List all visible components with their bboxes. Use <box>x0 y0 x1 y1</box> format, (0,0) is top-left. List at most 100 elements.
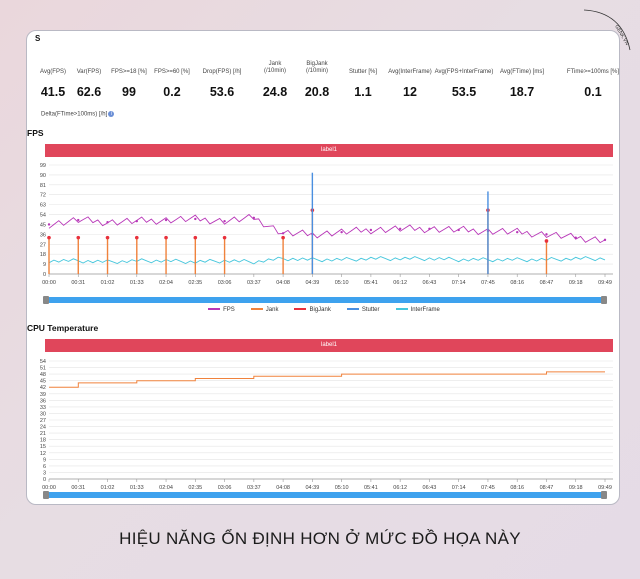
legend-label: Stutter <box>361 307 380 313</box>
info-icon[interactable]: i <box>108 111 115 117</box>
fps-point <box>106 221 109 224</box>
scroll-handle-right[interactable] <box>601 296 607 304</box>
x-tick-label: 03:37 <box>247 485 261 490</box>
stat-value: 0.2 <box>163 85 181 99</box>
fps-scrollbar[interactable] <box>43 296 607 304</box>
legend-item[interactable]: Jank <box>250 307 279 313</box>
y-tick-label: 15 <box>40 444 46 450</box>
fps-point <box>369 228 373 232</box>
legend-label: BigJank <box>309 307 331 313</box>
legend-label: InterFrame <box>410 307 440 313</box>
x-tick-label: 04:39 <box>305 280 319 286</box>
stat-label: FPS>=60 [%] <box>154 69 190 75</box>
x-tick-label: 07:14 <box>452 280 466 286</box>
fps-point <box>398 227 402 231</box>
x-tick-label: 09:49 <box>598 280 612 286</box>
x-tick-label: 05:10 <box>335 485 349 490</box>
x-tick-label: 09:49 <box>598 485 612 490</box>
y-tick-label: 21 <box>40 431 46 437</box>
x-tick-label: 01:33 <box>130 280 144 286</box>
y-tick-label: 27 <box>40 242 46 248</box>
y-tick-label: 54 <box>40 213 46 219</box>
x-tick-label: 06:43 <box>423 280 437 286</box>
stat-label: Jank (/10min) <box>263 61 286 74</box>
fps-legend: FPS Jank BigJank Stutter InterFrame <box>27 307 619 313</box>
x-tick-label: 01:33 <box>130 485 144 490</box>
scroll-handle-left[interactable] <box>43 296 49 304</box>
x-tick-label: 05:10 <box>335 280 349 286</box>
legend-label: FPS <box>223 307 235 313</box>
y-tick-label: 63 <box>40 203 46 209</box>
jank-marker <box>47 235 51 240</box>
legend-label: Jank <box>265 307 279 313</box>
legend-swatch <box>250 308 263 311</box>
x-tick-label: 00:31 <box>71 280 85 286</box>
jank-marker <box>222 235 227 240</box>
stat-value: 0.1 <box>584 85 602 99</box>
y-tick-label: 9 <box>43 262 46 268</box>
stat-value: 18.7 <box>509 85 535 99</box>
y-tick-label: 3 <box>43 470 46 476</box>
jank-marker <box>76 235 81 240</box>
x-tick-label: 08:16 <box>510 280 524 286</box>
fps-point <box>516 230 519 234</box>
fps-point <box>603 238 607 242</box>
fps-point <box>194 217 197 221</box>
temp-label-bar[interactable]: label1 <box>45 339 613 352</box>
legend-item[interactable]: FPS <box>208 307 235 313</box>
stat-value: 62.6 <box>76 85 102 99</box>
stat-label: FTime>=100ms [%] <box>566 69 620 75</box>
fps-point <box>164 218 168 222</box>
y-tick-label: 72 <box>40 193 46 199</box>
y-tick-label: 90 <box>40 173 46 179</box>
jank-marker <box>164 235 168 240</box>
scroll-handle-left[interactable] <box>43 491 49 499</box>
legend-swatch <box>395 308 408 311</box>
temp-chart-title: CPU Temperature <box>27 323 99 333</box>
x-tick-label: 07:14 <box>452 485 466 490</box>
delta-label: Delta(FTime>100ms) [/h] i <box>41 111 115 118</box>
x-tick-label: 06:12 <box>393 280 407 286</box>
legend-item[interactable]: InterFrame <box>395 307 440 313</box>
x-tick-label: 07:45 <box>481 485 495 490</box>
legend-item[interactable]: Stutter <box>346 307 380 313</box>
fps-point <box>428 227 431 231</box>
jank-marker <box>134 235 139 240</box>
legend-item[interactable]: BigJank <box>294 307 331 313</box>
caption: HIỆU NĂNG ỔN ĐỊNH HƠN Ở MỨC ĐỒ HỌA NÀY <box>119 529 521 548</box>
fps-label-bar[interactable]: label1 <box>45 144 613 157</box>
x-tick-label: 04:39 <box>305 485 319 490</box>
jank-marker <box>193 235 198 240</box>
y-tick-label: 0 <box>43 477 46 483</box>
y-tick-label: 27 <box>40 418 46 424</box>
fps-point <box>135 219 138 223</box>
x-tick-label: 03:06 <box>218 280 232 286</box>
y-tick-label: 42 <box>40 385 46 391</box>
x-tick-label: 06:12 <box>393 485 407 490</box>
x-tick-label: 01:02 <box>101 280 115 286</box>
fps-point <box>47 223 51 226</box>
y-tick-label: 0 <box>43 272 46 278</box>
scroll-handle-right[interactable] <box>601 491 607 499</box>
stat-value: 53.6 <box>209 85 235 99</box>
x-tick-label: 02:04 <box>159 280 173 286</box>
fps-chart-title: FPS <box>27 128 44 138</box>
x-tick-label: 02:35 <box>188 280 202 286</box>
y-tick-label: 45 <box>40 379 46 385</box>
stat-label: BigJank (/10min) <box>305 61 328 74</box>
legend-swatch <box>208 308 221 311</box>
x-tick-label: 09:18 <box>569 485 583 490</box>
temp-scrollbar[interactable] <box>43 491 607 499</box>
jank-marker <box>281 235 285 240</box>
x-tick-label: 04:08 <box>276 485 290 490</box>
x-tick-label: 09:18 <box>569 280 583 286</box>
jank-marker <box>544 239 549 243</box>
fps-point <box>545 233 548 236</box>
x-tick-label: 00:00 <box>42 485 56 490</box>
x-tick-label: 03:37 <box>247 280 261 286</box>
x-tick-label: 06:43 <box>423 485 437 490</box>
y-tick-label: 39 <box>40 392 46 398</box>
y-tick-label: 33 <box>40 405 46 411</box>
x-tick-label: 08:16 <box>510 485 524 490</box>
y-tick-label: 45 <box>40 222 46 228</box>
